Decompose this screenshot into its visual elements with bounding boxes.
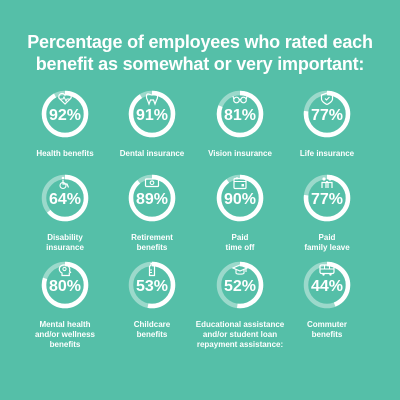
benefit-ring: 91% — [127, 89, 177, 139]
ring-value-arc — [303, 174, 351, 222]
benefit-percentage: 81% — [223, 107, 257, 124]
chart-title-line: Percentage of employees who rated each — [27, 32, 373, 52]
benefit-ring: 77% — [302, 173, 352, 223]
benefit-ring: 53% — [127, 260, 177, 310]
benefit-label-line: insurance — [46, 243, 84, 252]
benefit-ring: 81% — [215, 89, 265, 139]
benefit-percentage: 90% — [223, 191, 257, 208]
benefit-percentage: 92% — [48, 107, 82, 124]
ring-gauge — [216, 90, 264, 138]
benefit-percentage: 80% — [48, 278, 82, 295]
benefit-label-line: Paid — [318, 233, 336, 242]
baby-bottle-icon — [144, 262, 160, 277]
benefit-label-line: Disability — [47, 233, 83, 242]
ring-value-arc — [128, 174, 176, 222]
benefit-label: Dental insurance — [104, 149, 200, 159]
heart-pulse-icon — [57, 92, 73, 105]
chart-title-line: benefit as somewhat or very important: — [35, 54, 365, 74]
benefit-label-line: Life insurance — [299, 149, 355, 158]
benefit-label-line: Childcare — [133, 320, 171, 329]
benefit-label: Vision insurance — [192, 149, 288, 159]
benefit-percentage: 52% — [223, 278, 257, 295]
ring-value-arc — [216, 90, 264, 138]
ring-gauge — [303, 174, 351, 222]
ring-gauge — [216, 174, 264, 222]
ring-value-arc — [303, 261, 351, 309]
ring-gauge — [303, 261, 351, 309]
benefit-label: Paid family leave — [279, 233, 375, 253]
ring-gauge — [41, 90, 89, 138]
head-icon — [57, 263, 73, 277]
benefit-ring: 92% — [40, 89, 90, 139]
glasses-icon — [232, 92, 248, 105]
benefit-ring: 77% — [302, 89, 352, 139]
calendar-icon — [232, 176, 248, 190]
benefit-label: Childcare benefits — [104, 320, 200, 340]
benefit-label-line: benefits — [136, 243, 168, 252]
ring-value-arc — [128, 90, 176, 138]
ring-value-arc — [216, 174, 264, 222]
benefit-percentage: 77% — [310, 191, 344, 208]
wheelchair-icon — [57, 176, 73, 190]
benefit-label-line: Educational assistance — [195, 320, 285, 329]
ring-value-arc — [41, 174, 89, 222]
benefit-label-line: repayment assistance: — [196, 340, 284, 349]
benefit-label-line: benefits — [136, 330, 168, 339]
benefit-ring: 52% — [215, 260, 265, 310]
ring-value-arc — [41, 90, 89, 138]
benefit-label-line: Vision insurance — [208, 149, 272, 158]
benefit-ring: 90% — [215, 173, 265, 223]
benefit-percentage: 89% — [135, 191, 169, 208]
ring-gauge — [216, 261, 264, 309]
benefit-label-line: family leave — [304, 243, 350, 252]
benefit-label: Paid time off — [192, 233, 288, 253]
benefit-ring: 80% — [40, 260, 90, 310]
benefit-percentage: 77% — [310, 107, 344, 124]
bus-icon — [319, 263, 335, 276]
benefit-ring: 89% — [127, 173, 177, 223]
benefit-label-line: and/or student loan — [202, 330, 278, 339]
benefit-ring: 64% — [40, 173, 90, 223]
family-icon — [319, 176, 335, 189]
ring-gauge — [41, 261, 89, 309]
benefit-ring: 44% — [302, 260, 352, 310]
benefit-percentage: 53% — [135, 278, 169, 295]
benefit-label-line: and/or wellness — [34, 330, 96, 339]
benefit-label-line: benefits — [49, 340, 81, 349]
benefit-label-line: Commuter — [306, 320, 347, 329]
ring-value-arc — [41, 261, 89, 309]
benefit-label-line: Retirement — [131, 233, 173, 242]
benefit-label: Retirement benefits — [104, 233, 200, 253]
benefit-label-line: time off — [225, 243, 255, 252]
ring-value-arc — [216, 261, 264, 309]
benefit-label-line: Health benefits — [36, 149, 94, 158]
money-icon — [144, 176, 160, 189]
graduation-cap-icon — [231, 263, 249, 276]
ring-gauge — [128, 174, 176, 222]
shield-icon — [319, 92, 335, 106]
benefit-percentage: 64% — [48, 191, 82, 208]
benefit-label-line: Mental health — [39, 320, 91, 329]
chart-title: Percentage of employees who rated each b… — [0, 31, 400, 75]
benefit-percentage: 91% — [135, 107, 169, 124]
tooth-icon — [144, 92, 160, 106]
benefit-label: Life insurance — [279, 149, 375, 159]
benefit-label: Educational assistance and/or student loa… — [192, 320, 288, 350]
benefit-percentage: 44% — [310, 278, 344, 295]
benefit-label: Disability insurance — [17, 233, 113, 253]
benefit-label-line: Paid — [231, 233, 249, 242]
benefit-label: Health benefits — [17, 149, 113, 159]
ring-gauge — [41, 174, 89, 222]
benefit-label-line: Dental insurance — [119, 149, 185, 158]
benefit-label: Commuter benefits — [279, 320, 375, 340]
benefit-label: Mental health and/or wellness benefits — [17, 320, 113, 350]
benefit-label-line: benefits — [311, 330, 343, 339]
ring-gauge — [128, 90, 176, 138]
